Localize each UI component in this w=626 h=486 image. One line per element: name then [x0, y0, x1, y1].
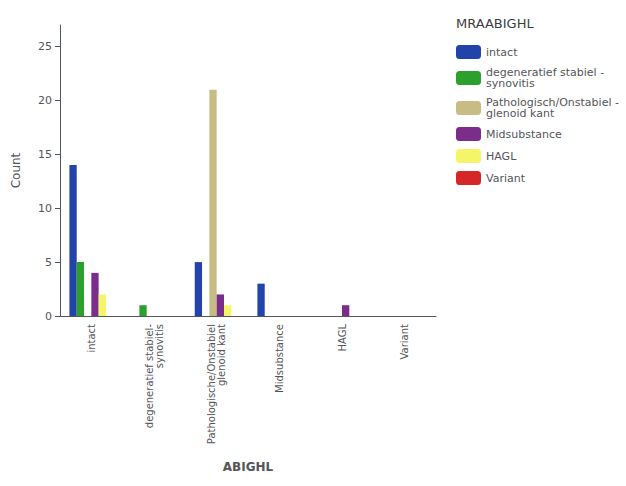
svg-text:HAGL: HAGL: [337, 324, 348, 352]
svg-text:5: 5: [45, 256, 52, 269]
svg-text:MRAABIGHL: MRAABIGHL: [456, 16, 534, 31]
svg-text:intact: intact: [86, 324, 97, 353]
svg-text:degeneratief stabiel -: degeneratief stabiel -: [486, 66, 605, 79]
svg-text:Pathologische/Onstabiel: Pathologische/Onstabiel: [206, 324, 218, 445]
svg-text:Midsubstance: Midsubstance: [486, 128, 562, 141]
svg-text:intact: intact: [486, 46, 518, 59]
svg-text:synovitis: synovitis: [486, 77, 535, 90]
svg-text:degeneratief stabiel-: degeneratief stabiel-: [143, 324, 155, 429]
svg-text:10: 10: [38, 202, 52, 215]
svg-text:synovitis: synovitis: [154, 324, 165, 368]
svg-text:15: 15: [38, 148, 52, 161]
svg-text:Pathologisch/Onstabiel -: Pathologisch/Onstabiel -: [486, 96, 619, 109]
svg-text:Variant: Variant: [399, 324, 410, 360]
svg-text:glenoid kant: glenoid kant: [216, 324, 227, 386]
svg-text:0: 0: [45, 310, 52, 323]
svg-text:HAGL: HAGL: [486, 150, 517, 163]
svg-text:ABIGHL: ABIGHL: [223, 460, 274, 474]
svg-text:Count: Count: [9, 152, 23, 188]
svg-text:Midsubstance: Midsubstance: [274, 324, 285, 393]
svg-text:Variant: Variant: [486, 172, 526, 185]
svg-text:glenoid kant: glenoid kant: [486, 107, 555, 120]
svg-text:20: 20: [38, 94, 52, 107]
svg-text:25: 25: [38, 40, 52, 53]
